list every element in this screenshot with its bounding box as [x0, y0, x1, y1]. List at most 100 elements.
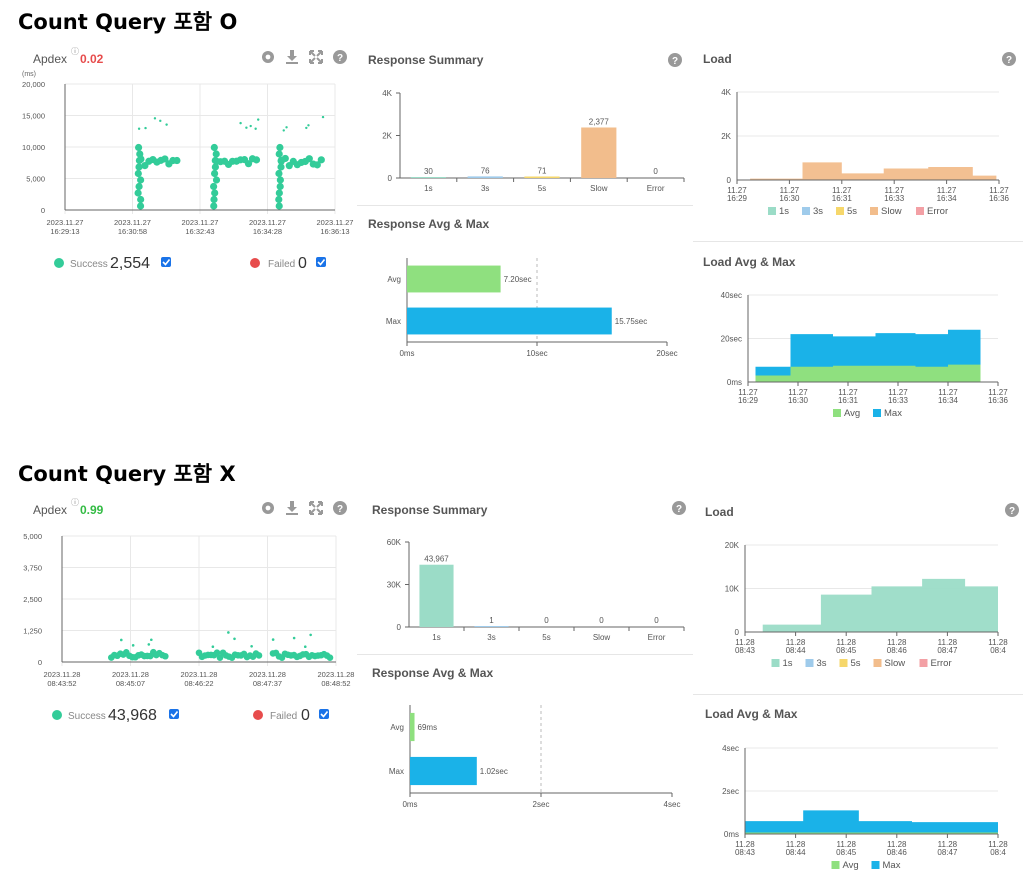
- bar: [407, 265, 501, 293]
- bar-value-label: 76: [481, 166, 490, 175]
- x-tick-label: 16:33: [884, 194, 905, 203]
- help-icon[interactable]: ?: [333, 50, 347, 64]
- legend-swatch: [833, 409, 841, 417]
- x-tick-label: 11.28: [786, 840, 806, 849]
- x-tick-label: 08:45: [836, 646, 857, 655]
- x-tick-label: 0ms: [399, 349, 414, 358]
- failed-checkbox[interactable]: [319, 709, 329, 719]
- legend-label: 5s: [847, 206, 857, 217]
- svg-text:?: ?: [676, 504, 682, 515]
- scatter-point: [275, 169, 283, 178]
- bar: [410, 756, 477, 786]
- scatter-point: [313, 161, 321, 169]
- scatter-point: [276, 176, 284, 184]
- panel-title: Response Summary: [372, 503, 488, 517]
- legend-swatch: [873, 659, 882, 667]
- y-tick-label: 0: [735, 628, 740, 637]
- legend-label: Error: [927, 206, 948, 217]
- x-tick-label: 2023.11.27: [317, 218, 354, 227]
- scatter-point: [309, 633, 312, 637]
- x-tick-label: 11.27: [937, 186, 957, 195]
- x-tick-label: 11.27: [727, 186, 747, 195]
- y-tick-label: 15,000: [22, 112, 45, 121]
- legend-swatch: [916, 207, 924, 215]
- panel-title: Load: [703, 52, 732, 66]
- success-label: Success: [68, 711, 106, 722]
- x-tick-label: Slow: [593, 633, 611, 642]
- x-tick-label: 16:36:13: [320, 227, 349, 236]
- bar-value-label: 43,967: [424, 555, 449, 564]
- x-tick-label: 16:31: [832, 194, 853, 203]
- x-tick-label: 08:44: [786, 848, 807, 857]
- bar-value-label: 30: [424, 167, 433, 176]
- scatter-point: [211, 189, 219, 197]
- y-tick-label: 0: [388, 174, 393, 183]
- scatter-point: [227, 631, 230, 634]
- expand-icon[interactable]: [309, 50, 323, 64]
- apdex-label: Apdex: [33, 503, 67, 517]
- load-avg-max-panel: Load Avg & Max 40sec20sec0ms11.2716:2911…: [703, 255, 1009, 419]
- help-icon[interactable]: ?: [333, 501, 347, 515]
- legend-swatch: [870, 207, 878, 215]
- x-tick-label: 11.27: [884, 186, 904, 195]
- help-icon[interactable]: ?: [672, 501, 686, 515]
- chart-s1-avgmax: 0ms 10sec 20sec Avg 7.20sec Max 15.75sec: [386, 258, 678, 358]
- help-icon[interactable]: ?: [1005, 503, 1019, 517]
- help-icon[interactable]: ?: [1002, 52, 1016, 66]
- response-summary-panel: Response Summary ? 4K 2K 0 30 1s 76 3s 71 5s 2,37…: [368, 53, 685, 193]
- legend-label: Error: [931, 658, 952, 669]
- scatter-point: [252, 156, 261, 164]
- x-tick-label: 1s: [432, 633, 440, 642]
- scatter-point: [136, 202, 145, 210]
- x-tick-label: 11.28: [887, 638, 907, 647]
- download-icon[interactable]: [286, 501, 298, 515]
- scatter-point: [162, 652, 169, 660]
- y-tick-label: 40sec: [721, 291, 742, 300]
- load-panel: Load ? 4K2K011.2716:2911.2716:3011.2716:…: [703, 52, 1016, 217]
- success-checkbox[interactable]: [161, 257, 171, 267]
- svg-text:?: ?: [672, 56, 678, 67]
- success-checkbox[interactable]: [169, 709, 179, 719]
- legend-label: 1s: [779, 206, 789, 217]
- legend-label: 5s: [851, 658, 861, 669]
- x-tick-label: 2023.11.28: [181, 670, 218, 679]
- gear-icon[interactable]: [262, 502, 274, 514]
- chart-s1-summary: 4K 2K 0 30 1s 76 3s 71 5s 2,377 Slow 0 Error: [382, 89, 685, 193]
- x-tick-label: 11.28: [836, 840, 856, 849]
- divider: [693, 694, 1023, 695]
- failed-checkbox[interactable]: [316, 257, 326, 267]
- scatter-point: [317, 156, 325, 164]
- scatter-point: [137, 195, 145, 204]
- bar: [524, 176, 560, 178]
- y-tick-label: 2K: [382, 132, 392, 141]
- x-tick-label: 08:44: [786, 646, 807, 655]
- scatter-point: [233, 637, 236, 641]
- y-tick-label: 20sec: [721, 335, 742, 344]
- bar-value-label: 1: [489, 616, 494, 625]
- scatter-point: [255, 652, 263, 659]
- x-tick-label: 08:47: [937, 646, 958, 655]
- legend-label: Slow: [885, 658, 906, 669]
- scatter-point: [137, 155, 145, 163]
- apdex-panel: Apdex ⓘ 0.99 ? 5,0003,7502,5001,25002023…: [23, 498, 354, 724]
- bar-value-label: 0: [599, 616, 604, 625]
- scatter-point: [305, 126, 308, 130]
- download-icon[interactable]: [286, 50, 298, 64]
- svg-text:?: ?: [337, 53, 343, 64]
- x-tick-label: 10sec: [526, 349, 547, 358]
- y-tick-label: 0: [41, 206, 45, 215]
- scatter-point: [305, 155, 313, 163]
- legend-label: 3s: [817, 658, 827, 669]
- legend-swatch: [771, 659, 780, 667]
- bar: [467, 176, 503, 178]
- gear-icon[interactable]: [262, 51, 274, 63]
- x-tick-label: 11.27: [738, 388, 758, 397]
- expand-icon[interactable]: [309, 501, 323, 515]
- help-icon[interactable]: ?: [668, 53, 682, 67]
- legend-label: Max: [883, 860, 901, 871]
- legend-label: 3s: [813, 206, 823, 217]
- x-tick-label: 2023.11.28: [44, 670, 81, 679]
- y-tick-label: 10,000: [22, 143, 45, 152]
- scatter-point: [210, 143, 218, 152]
- x-tick-label: Error: [647, 184, 665, 193]
